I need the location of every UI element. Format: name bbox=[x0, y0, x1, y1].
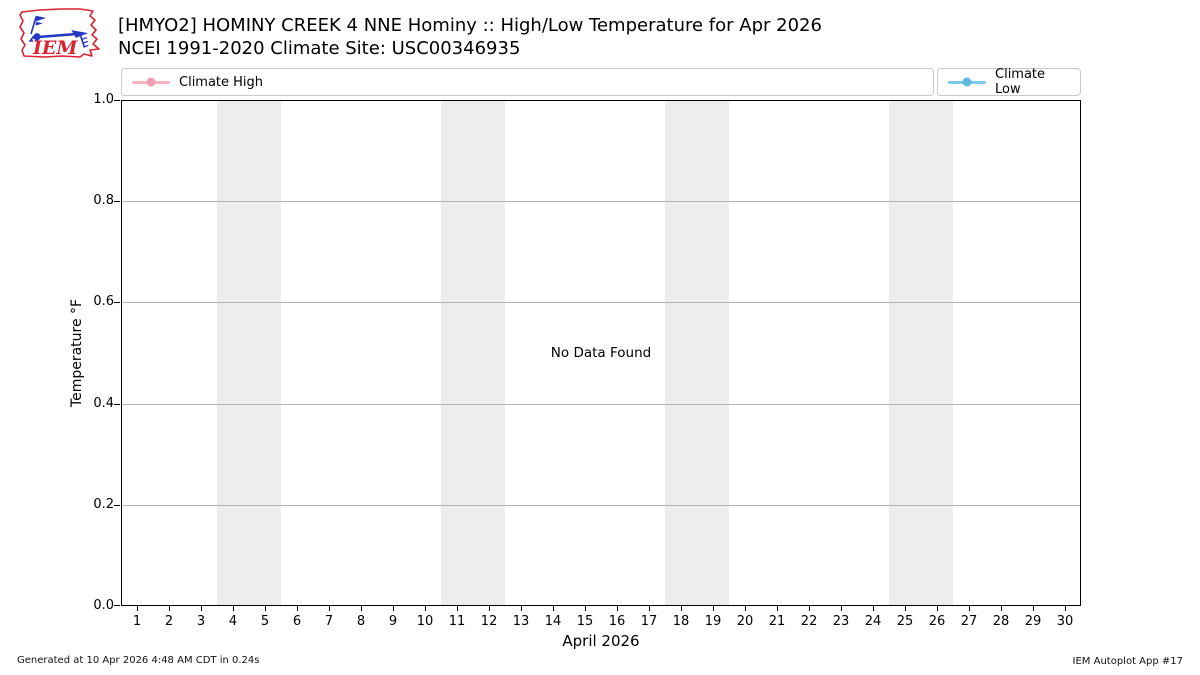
y-tick-label: 0.8 bbox=[93, 193, 114, 209]
legend-climate-low-label: Climate Low bbox=[995, 67, 1046, 97]
x-tick-label: 29 bbox=[1024, 614, 1042, 629]
x-tick-label: 6 bbox=[292, 614, 302, 629]
x-tick-mark bbox=[425, 606, 426, 611]
gridline bbox=[122, 302, 1080, 304]
x-tick-label: 2 bbox=[164, 614, 174, 629]
x-tick-mark bbox=[681, 606, 682, 611]
legend-climate-high: Climate High bbox=[121, 68, 934, 96]
x-tick-label: 28 bbox=[992, 614, 1010, 629]
x-tick-mark bbox=[649, 606, 650, 611]
x-tick-label: 27 bbox=[960, 614, 978, 629]
no-data-text: No Data Found bbox=[550, 345, 652, 361]
x-tick-label: 25 bbox=[896, 614, 914, 629]
x-tick-label: 24 bbox=[864, 614, 882, 629]
x-tick-label: 9 bbox=[388, 614, 398, 629]
plot-area: No Data Found bbox=[121, 100, 1081, 606]
x-axis-label: April 2026 bbox=[562, 632, 640, 650]
x-tick-label: 3 bbox=[196, 614, 206, 629]
page-subtitle: NCEI 1991-2020 Climate Site: USC00346935 bbox=[118, 38, 521, 59]
x-tick-mark bbox=[137, 606, 138, 611]
x-tick-mark bbox=[713, 606, 714, 611]
weekend-band bbox=[217, 101, 281, 605]
x-tick-label: 21 bbox=[768, 614, 786, 629]
x-tick-label: 12 bbox=[480, 614, 498, 629]
x-tick-label: 26 bbox=[928, 614, 946, 629]
x-tick-label: 23 bbox=[832, 614, 850, 629]
weekend-band bbox=[441, 101, 505, 605]
weekend-band bbox=[665, 101, 729, 605]
x-tick-label: 20 bbox=[736, 614, 754, 629]
y-tick-mark bbox=[114, 403, 120, 405]
x-tick-mark bbox=[393, 606, 394, 611]
x-tick-mark bbox=[201, 606, 202, 611]
x-tick-mark bbox=[361, 606, 362, 611]
x-tick-mark bbox=[777, 606, 778, 611]
x-tick-label: 1 bbox=[132, 614, 142, 629]
page-title: [HMYO2] HOMINY CREEK 4 NNE Hominy :: Hig… bbox=[118, 15, 822, 36]
climate-low-marker-icon bbox=[948, 77, 986, 87]
y-tick-label: 0.0 bbox=[93, 598, 114, 613]
climate-high-marker-icon bbox=[132, 77, 170, 87]
x-tick-label: 5 bbox=[260, 614, 270, 629]
y-tick-label: 0.4 bbox=[93, 395, 114, 411]
x-tick-mark bbox=[745, 606, 746, 611]
x-tick-mark bbox=[873, 606, 874, 611]
x-tick-mark bbox=[585, 606, 586, 611]
iem-logo-text: IEM bbox=[32, 37, 78, 59]
x-tick-label: 14 bbox=[544, 614, 562, 629]
x-tick-mark bbox=[457, 606, 458, 611]
y-tick-label: 0.2 bbox=[93, 496, 114, 512]
y-tick-mark bbox=[114, 201, 120, 203]
x-tick-mark bbox=[169, 606, 170, 611]
y-tick-mark bbox=[114, 605, 120, 606]
x-tick-mark bbox=[329, 606, 330, 611]
x-tick-label: 15 bbox=[576, 614, 594, 629]
legend-climate-low: Climate Low bbox=[937, 67, 1081, 97]
gridline bbox=[122, 403, 1080, 405]
x-tick-mark bbox=[233, 606, 234, 611]
x-tick-label: 19 bbox=[704, 614, 722, 629]
x-tick-label: 7 bbox=[324, 614, 334, 629]
y-tick-mark bbox=[114, 504, 120, 506]
y-tick-mark bbox=[114, 100, 120, 101]
x-tick-mark bbox=[969, 606, 970, 611]
x-tick-label: 10 bbox=[416, 614, 434, 629]
legend-climate-high-label: Climate High bbox=[179, 74, 264, 90]
x-tick-label: 22 bbox=[800, 614, 818, 629]
x-tick-label: 18 bbox=[672, 614, 690, 629]
x-tick-mark bbox=[297, 606, 298, 611]
weekend-band bbox=[889, 101, 953, 605]
x-tick-label: 11 bbox=[448, 614, 466, 629]
gridline bbox=[122, 504, 1080, 506]
x-tick-mark bbox=[841, 606, 842, 611]
footer-generated: Generated at 10 Apr 2026 4:48 AM CDT in … bbox=[17, 655, 260, 666]
x-tick-label: 17 bbox=[640, 614, 658, 629]
x-tick-mark bbox=[1033, 606, 1034, 611]
x-tick-label: 16 bbox=[608, 614, 626, 629]
x-tick-label: 8 bbox=[356, 614, 366, 629]
x-tick-mark bbox=[1001, 606, 1002, 611]
iem-logo: IEM bbox=[19, 8, 100, 59]
x-tick-mark bbox=[521, 606, 522, 611]
x-tick-label: 30 bbox=[1056, 614, 1074, 629]
y-tick-label: 0.6 bbox=[93, 294, 114, 310]
y-tick-mark bbox=[114, 302, 120, 304]
y-axis-label: Temperature °F bbox=[69, 298, 85, 408]
x-tick-mark bbox=[937, 606, 938, 611]
x-tick-mark bbox=[489, 606, 490, 611]
iowa-outline bbox=[19, 8, 100, 58]
y-tick-label: 1.0 bbox=[93, 92, 114, 107]
x-tick-mark bbox=[809, 606, 810, 611]
footer-app-credit: IEM Autoplot App #17 bbox=[1072, 656, 1183, 667]
x-tick-mark bbox=[617, 606, 618, 611]
x-tick-mark bbox=[905, 606, 906, 611]
weather-vane-icon bbox=[28, 15, 89, 48]
x-tick-mark bbox=[553, 606, 554, 611]
gridline bbox=[122, 201, 1080, 203]
x-tick-mark bbox=[1065, 606, 1066, 611]
x-tick-label: 4 bbox=[228, 614, 238, 629]
x-tick-label: 13 bbox=[512, 614, 530, 629]
x-tick-mark bbox=[265, 606, 266, 611]
